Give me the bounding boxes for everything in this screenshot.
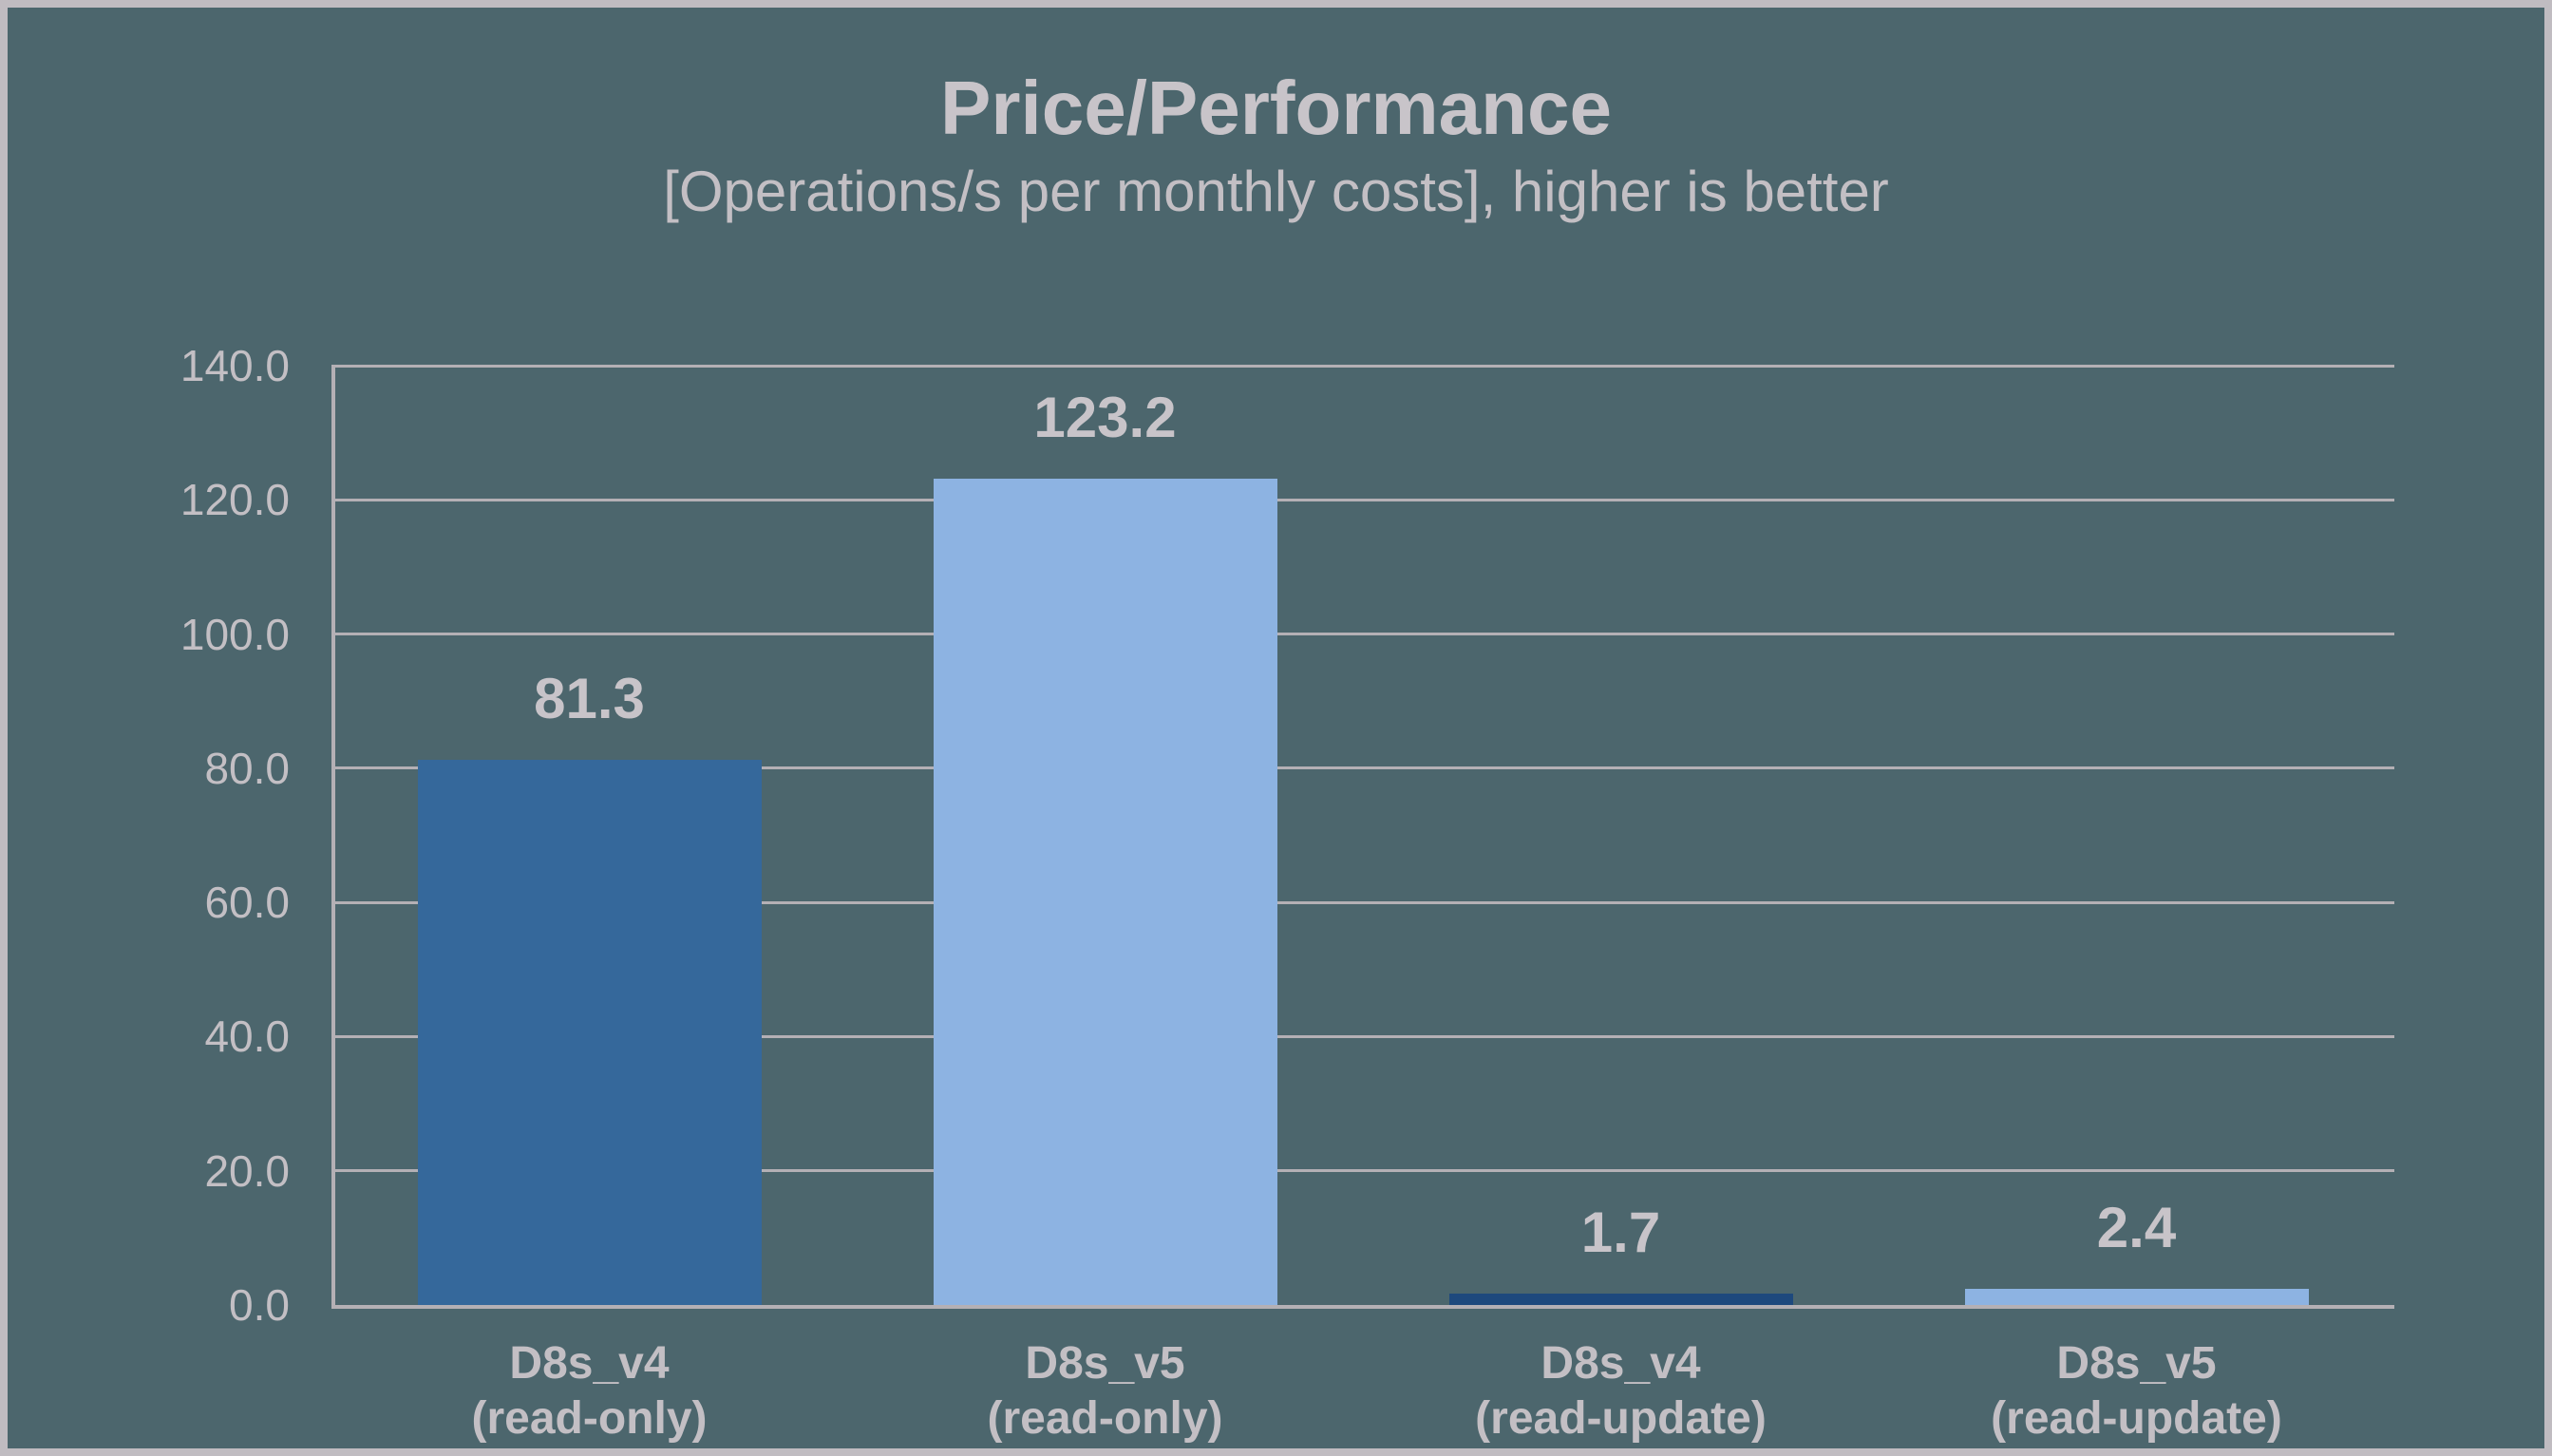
gridline (331, 1169, 2394, 1173)
x-category-line2: (read-only) (471, 1393, 708, 1444)
x-category-label: D8s_v5 (read-only) (847, 1336, 1363, 1447)
x-category-line2: (read-update) (1475, 1393, 1767, 1444)
bar-value-label: 2.4 (2096, 1196, 2177, 1259)
chart-subtitle: [Operations/s per monthly costs], higher… (663, 160, 1889, 223)
gridline (331, 633, 2394, 636)
y-axis-line (331, 365, 335, 1308)
chart-title: Price/Performance (939, 66, 1613, 150)
x-category-line2: (read-update) (1991, 1393, 2282, 1444)
x-category-label: D8s_v5 (read-update) (1879, 1336, 2394, 1447)
plot-area: 0.0 20.0 40.0 60.0 80.0 100.0 120.0 140.0 81.3 D8… (180, 344, 2394, 1444)
x-category-line1: D8s_v4 (1541, 1338, 1701, 1389)
bar-value-label: 1.7 (1580, 1201, 1661, 1264)
y-tick-label: 120.0 (180, 475, 290, 525)
x-category-line2: (read-only) (987, 1393, 1223, 1444)
gridline (331, 364, 2394, 368)
y-tick-label: 140.0 (180, 341, 290, 390)
bar (933, 479, 1277, 1305)
bar-value-label: 81.3 (534, 667, 645, 730)
x-category-label: D8s_v4 (read-only) (331, 1336, 847, 1447)
bar (1448, 1294, 1793, 1305)
gridline (331, 1034, 2394, 1038)
y-tick-label: 20.0 (204, 1145, 290, 1196)
y-tick-label: 100.0 (180, 609, 290, 659)
gridline (331, 766, 2394, 770)
bar (417, 760, 762, 1305)
chart-heading: Price/Performance [Operations/s per mont… (8, 70, 2544, 220)
y-tick-label: 80.0 (204, 743, 290, 793)
bar-value-label: 123.2 (1033, 386, 1177, 449)
x-category-line1: D8s_v5 (1025, 1338, 1185, 1389)
x-category-label: D8s_v4 (read-update) (1363, 1336, 1879, 1447)
x-category-line1: D8s_v5 (2056, 1338, 2217, 1389)
bar (1964, 1289, 2309, 1305)
gridline (331, 1305, 2394, 1309)
gridline (331, 900, 2394, 904)
y-tick-label: 60.0 (204, 878, 290, 928)
x-category-line1: D8s_v4 (509, 1338, 670, 1389)
gridline (331, 498, 2394, 501)
y-tick-label: 0.0 (229, 1280, 290, 1330)
y-tick-label: 40.0 (204, 1012, 290, 1062)
